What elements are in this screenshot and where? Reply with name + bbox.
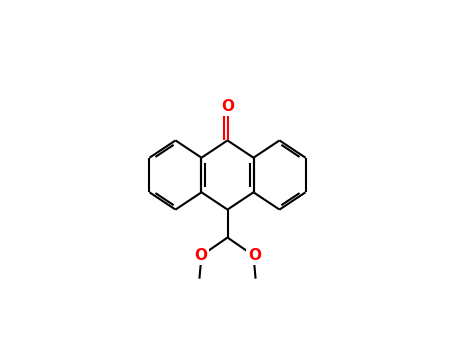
Text: O: O: [248, 248, 261, 263]
Text: O: O: [221, 99, 234, 114]
Text: O: O: [194, 248, 207, 263]
